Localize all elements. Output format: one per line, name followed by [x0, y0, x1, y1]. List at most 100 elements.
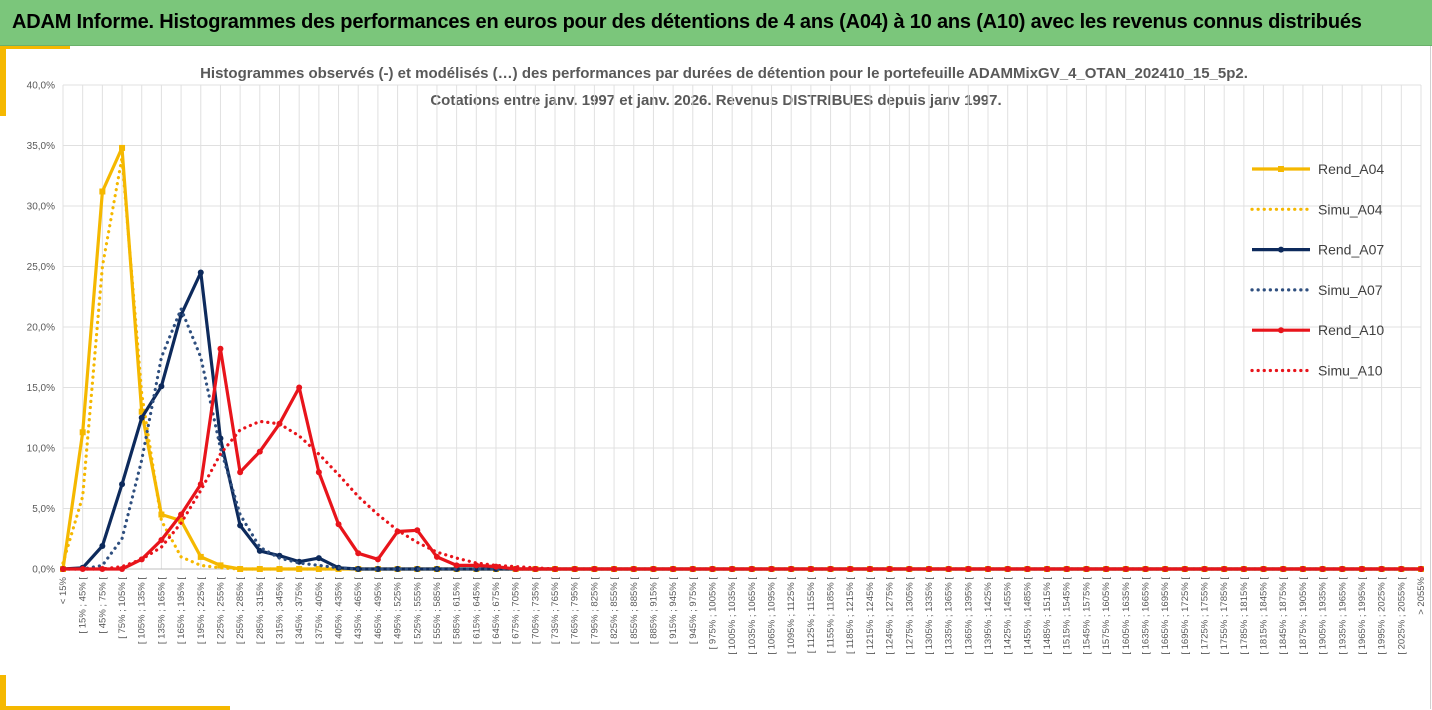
- series-line-rend-a07: [62, 270, 1421, 571]
- data-point: [1024, 566, 1031, 572]
- x-tick-label: [ 1095% ; 1125% [: [786, 577, 797, 654]
- data-point: [99, 188, 106, 195]
- data-point: [296, 384, 303, 391]
- x-tick-label: [ 15% ; 45% [: [78, 577, 89, 634]
- data-point: [571, 566, 578, 572]
- x-tick-label: [ 75% ; 105% [: [117, 577, 128, 639]
- x-tick-label: [ 495% ; 525% [: [393, 577, 404, 644]
- legend-label: Simu_A07: [1318, 282, 1383, 298]
- data-point: [119, 144, 126, 151]
- x-tick-label: [ 1845% ; 1875% [: [1278, 577, 1289, 655]
- x-tick-label: [ 1245% ; 1275% [: [885, 577, 896, 655]
- x-tick-label: [ 1365% ; 1395% [: [963, 577, 974, 655]
- x-tick-label: [ 1725% ; 1755% [: [1200, 577, 1211, 655]
- x-tick-label: [ 1485% ; 1515% [: [1042, 577, 1053, 655]
- series-rend-a10: [60, 345, 1424, 572]
- x-tick-label: [ 675% ; 705% [: [511, 577, 522, 644]
- x-tick-label: [ 1605% ; 1635% [: [1121, 577, 1132, 655]
- x-tick-label: [ 1815% ; 1845% [: [1259, 577, 1270, 655]
- x-tick-label: [ 1455% ; 1485% [: [1022, 577, 1033, 655]
- series-line-simu-a07: [61, 307, 1423, 571]
- legend-item-simu-a04: Simu_A04: [1250, 201, 1383, 217]
- series-simu-a04: [61, 156, 1423, 571]
- x-tick-label: [ 975% ; 1005% [: [707, 577, 718, 650]
- x-tick-label: [ 105% ; 135% [: [137, 577, 148, 644]
- x-tick-label: [ 1335% ; 1365% [: [944, 577, 955, 655]
- series-simu-a07: [61, 307, 1423, 571]
- data-point: [237, 522, 244, 529]
- x-tick-label: [ 195% ; 225% [: [196, 577, 207, 644]
- data-point: [158, 511, 165, 518]
- data-point: [847, 566, 854, 572]
- legend: Rend_A04 Simu_A04 Rend_A07 Simu_A07 Rend_A10…: [1250, 161, 1384, 379]
- series-group: [60, 144, 1424, 572]
- y-tick-label: 0,0%: [32, 565, 55, 576]
- grid: [62, 84, 1422, 570]
- data-point: [99, 543, 106, 550]
- legend-label: Rend_A07: [1318, 242, 1384, 258]
- y-axis: 0,0% 5,0% 10,0% 15,0% 20,0% 25,0% 30,0% 35,0% 40…: [27, 81, 55, 576]
- data-point: [158, 536, 165, 543]
- x-tick-label: [ 1275% ; 1305% [: [904, 577, 915, 655]
- chart-subtitle: Cotations entre janv. 1997 et janv. 2026…: [430, 92, 1002, 109]
- data-point: [1358, 566, 1365, 572]
- data-point: [335, 521, 342, 528]
- legend-item-rend-a07: Rend_A07: [1252, 242, 1384, 258]
- x-tick-label: [ 1005% ; 1035% [: [727, 577, 738, 655]
- x-tick-label: [ 615% ; 645% [: [471, 577, 482, 644]
- series-simu-a10: [61, 419, 1423, 571]
- legend-label: Rend_A10: [1318, 322, 1384, 338]
- data-point: [414, 527, 421, 534]
- accent-line-bottom: [0, 706, 230, 710]
- x-tick-label: [ 165% ; 195% [: [176, 577, 187, 644]
- data-point: [138, 408, 145, 415]
- data-point: [99, 566, 106, 572]
- data-point: [296, 566, 303, 572]
- y-tick-label: 30,0%: [27, 202, 55, 213]
- x-tick-label: [ 1875% ; 1905% [: [1298, 577, 1309, 655]
- legend-item-simu-a10: Simu_A10: [1250, 363, 1383, 379]
- x-tick-label: [ 855% ; 885% [: [629, 577, 640, 644]
- legend-item-simu-a07: Simu_A07: [1250, 282, 1383, 298]
- x-tick-label: [ 1695% ; 1725% [: [1180, 577, 1191, 655]
- x-tick-label: [ 705% ; 735% [: [530, 577, 541, 644]
- x-tick-label: [ 885% ; 915% [: [648, 577, 659, 644]
- x-tick-label: [ 555% ; 585% [: [432, 577, 443, 644]
- data-point: [433, 553, 440, 560]
- x-tick-label: [ 1125% ; 1155% [: [806, 577, 817, 654]
- data-point: [925, 566, 932, 572]
- x-tick-label: > 2055%: [1416, 576, 1427, 614]
- x-tick-label: [ 915% ; 945% [: [668, 577, 679, 644]
- x-tick-label: [ 1575% ; 1605% [: [1101, 577, 1112, 655]
- x-axis: < 15% [ 15% ; 45% [[ 45% ; 75% [[ 75% ; 1…: [58, 576, 1427, 654]
- x-tick-label: [ 225% ; 255% [: [215, 577, 226, 644]
- legend-marker: [1278, 327, 1284, 334]
- data-point: [178, 517, 185, 524]
- x-tick-label: [ 1935% ; 1965% [: [1337, 577, 1348, 655]
- x-tick-label: [ 1665% ; 1695% [: [1160, 577, 1171, 655]
- x-tick-label: [ 1215% ; 1245% [: [865, 577, 876, 655]
- legend-label: Simu_A10: [1318, 363, 1383, 379]
- data-point: [1280, 566, 1287, 572]
- x-tick-label: [ 645% ; 675% [: [491, 577, 502, 644]
- data-point: [256, 547, 263, 554]
- data-point: [670, 566, 677, 572]
- data-point: [138, 414, 145, 421]
- y-tick-label: 25,0%: [27, 262, 55, 273]
- data-point: [748, 566, 755, 572]
- data-point: [315, 469, 322, 476]
- x-tick-label: [ 1635% ; 1665% [: [1140, 577, 1151, 655]
- series-rend-a07: [60, 269, 1424, 572]
- data-point: [158, 383, 165, 390]
- x-tick-label: [ 585% ; 615% [: [452, 577, 463, 644]
- x-tick-label: [ 945% ; 975% [: [688, 577, 699, 644]
- x-tick-label: [ 255% ; 285% [: [235, 577, 246, 644]
- x-tick-label: [ 2025% ; 2055% [: [1396, 577, 1407, 655]
- legend-marker: [1278, 246, 1284, 253]
- y-tick-label: 35,0%: [27, 141, 55, 152]
- data-point: [237, 469, 244, 476]
- accent-line-top: [0, 46, 70, 49]
- x-tick-label: [ 1755% ; 1785% [: [1219, 577, 1230, 655]
- y-tick-label: 5,0%: [32, 504, 55, 515]
